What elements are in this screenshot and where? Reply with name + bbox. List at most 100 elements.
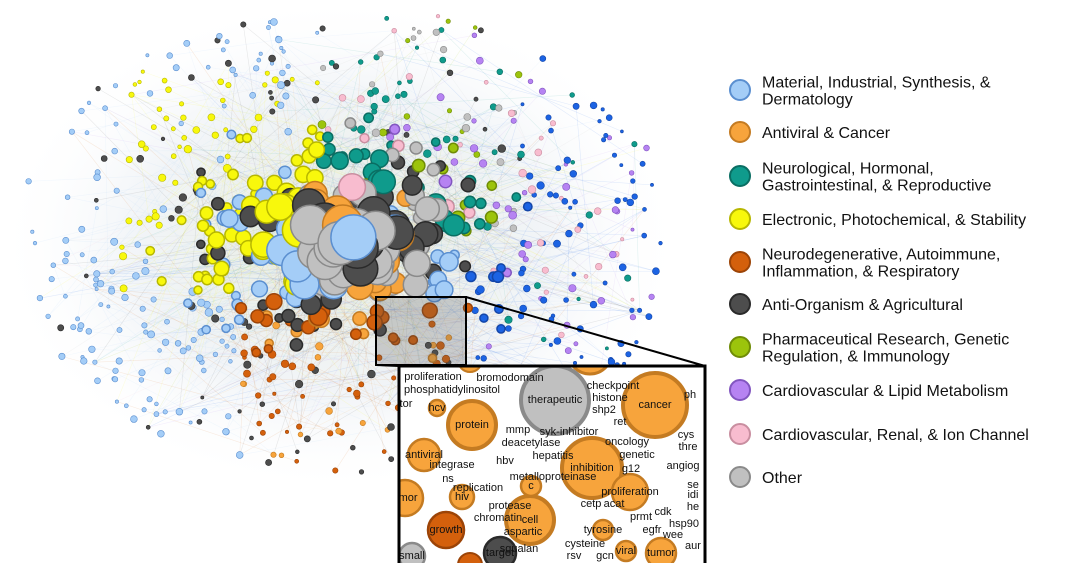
node (620, 237, 625, 242)
node (403, 113, 411, 120)
node (30, 229, 35, 234)
node (583, 274, 589, 279)
edge (150, 135, 216, 335)
inset-label: protease (489, 500, 532, 512)
node (492, 201, 501, 210)
node (446, 108, 452, 114)
node (520, 102, 525, 107)
inset-label: se (687, 479, 699, 491)
inset-label: mmp (506, 424, 530, 436)
node (622, 197, 628, 202)
node (216, 32, 223, 40)
node (150, 296, 157, 303)
node (520, 143, 525, 149)
inset-label: growth (429, 524, 462, 536)
inset-label: replication (453, 482, 503, 494)
node (414, 196, 441, 222)
edge (359, 318, 385, 452)
edge (232, 104, 523, 175)
node (441, 354, 450, 363)
node (226, 129, 237, 140)
node (539, 55, 547, 62)
node (470, 144, 479, 153)
node (523, 284, 531, 293)
node (352, 311, 368, 327)
edge (131, 34, 475, 96)
edge (343, 271, 388, 430)
edge (239, 384, 362, 456)
edge (356, 393, 392, 460)
node (63, 251, 70, 258)
legend-swatch (729, 336, 751, 358)
node (153, 411, 160, 417)
edge (431, 291, 479, 325)
node (611, 206, 620, 214)
edge (47, 92, 271, 317)
edge (300, 282, 606, 435)
edge (71, 123, 117, 132)
node (477, 27, 484, 34)
edge (449, 110, 509, 209)
node (236, 451, 244, 459)
node (166, 52, 173, 59)
node (332, 467, 339, 474)
edge (96, 38, 279, 274)
inset-label: proliferation (404, 371, 461, 383)
node (256, 420, 263, 427)
legend: Material, Industrial, Synthesis, &Dermat… (729, 75, 1029, 488)
node (439, 56, 447, 64)
edge (201, 180, 298, 452)
node (157, 348, 162, 353)
inset-label: cys (678, 429, 695, 441)
inset-label: proliferation (601, 486, 658, 498)
inset-node (457, 552, 483, 563)
edge (272, 94, 573, 112)
node (204, 308, 214, 317)
node (243, 369, 251, 378)
inset-label: oncology (605, 436, 650, 448)
edge (159, 49, 444, 110)
inset-label: ret (614, 416, 627, 428)
edge (573, 173, 634, 318)
node (306, 124, 318, 136)
edge (284, 363, 413, 394)
node (401, 174, 423, 196)
inset-node (560, 436, 624, 500)
inset-node (406, 437, 442, 473)
node (211, 131, 219, 139)
node (183, 40, 191, 47)
node (180, 114, 187, 121)
node (282, 92, 290, 100)
node (652, 267, 660, 276)
node (240, 21, 247, 28)
node (142, 145, 149, 152)
node (471, 118, 477, 124)
node (430, 137, 441, 147)
node (145, 424, 151, 430)
node (164, 367, 172, 375)
node (606, 135, 612, 141)
node (536, 181, 545, 190)
inset-label: syk-inhibitor (540, 426, 599, 438)
node (641, 232, 648, 239)
inset-label: squalan (500, 543, 539, 555)
node (216, 155, 225, 164)
node (626, 198, 634, 207)
inset-label: thre (679, 441, 698, 453)
node (197, 298, 206, 307)
node (201, 273, 214, 286)
node (141, 407, 147, 413)
node (459, 260, 472, 273)
inset-label: hcv (428, 402, 446, 414)
node (25, 178, 32, 185)
node (139, 305, 146, 312)
legend-label: Regulation, & Immunology (762, 349, 950, 366)
edge (597, 172, 632, 390)
node (68, 128, 75, 135)
edge (513, 120, 579, 230)
node (303, 435, 311, 443)
node (476, 285, 485, 294)
node (145, 245, 156, 256)
inset-label: tyrosine (584, 524, 623, 536)
node (155, 221, 163, 229)
